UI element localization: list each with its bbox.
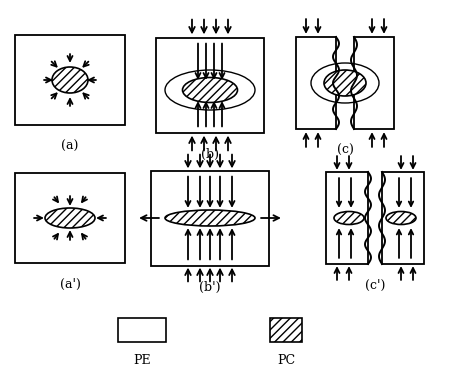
Bar: [15, 173, 125, 263]
Text: (a): (a): [61, 140, 79, 153]
Text: (b'): (b'): [199, 280, 221, 294]
Ellipse shape: [386, 212, 416, 224]
Text: (c): (c): [337, 144, 354, 157]
Bar: [326, 172, 368, 264]
Bar: [151, 170, 269, 266]
Ellipse shape: [165, 210, 255, 226]
Bar: [270, 318, 302, 342]
Bar: [118, 318, 166, 342]
Text: (c'): (c'): [365, 279, 385, 292]
Bar: [354, 37, 394, 129]
Text: (b): (b): [201, 148, 219, 160]
Ellipse shape: [45, 208, 95, 228]
Text: PE: PE: [133, 354, 151, 367]
Ellipse shape: [52, 67, 88, 93]
Bar: [15, 35, 125, 125]
Ellipse shape: [182, 77, 238, 103]
Ellipse shape: [324, 70, 366, 96]
Ellipse shape: [334, 212, 364, 224]
Text: (a'): (a'): [60, 278, 80, 291]
Text: PC: PC: [277, 354, 295, 367]
Bar: [296, 37, 336, 129]
Bar: [382, 172, 424, 264]
Bar: [156, 38, 264, 132]
